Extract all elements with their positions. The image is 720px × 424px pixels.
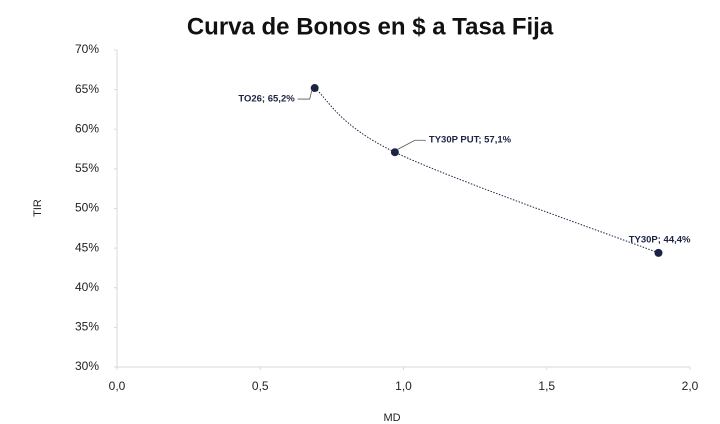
point [310, 84, 319, 93]
point [654, 248, 663, 257]
x-axis-label: MD [383, 412, 400, 424]
leader-line [297, 90, 313, 100]
trendline [314, 87, 659, 254]
y-tick-label: 45% [75, 240, 99, 254]
y-tick-label: 35% [75, 320, 99, 334]
y-axis-label: TIR [32, 199, 44, 217]
x-tick-label: 1,0 [395, 379, 412, 393]
y-tick-label: 50% [75, 201, 99, 215]
y-tick-label: 30% [75, 359, 99, 373]
data-label: TO26; 65,2% [238, 94, 295, 105]
x-tick-label: 0,5 [252, 379, 269, 393]
x-tick-label: 2,0 [682, 379, 699, 393]
y-tick-label: 55% [75, 161, 99, 175]
point [390, 148, 399, 157]
y-tick-label: 40% [75, 280, 99, 294]
y-tick-label: 65% [75, 82, 99, 96]
data-label: TY30P PUT; 57,1% [429, 135, 512, 146]
chart-title: Curva de Bonos en $ a Tasa Fija [187, 13, 554, 40]
data-label: TY30P; 44,4% [629, 234, 691, 245]
leader-line [397, 139, 426, 150]
x-tick-label: 1,5 [538, 379, 555, 393]
y-tick-label: 60% [75, 121, 99, 135]
x-tick-label: 0,0 [109, 379, 126, 393]
y-tick-label: 70% [75, 42, 99, 56]
